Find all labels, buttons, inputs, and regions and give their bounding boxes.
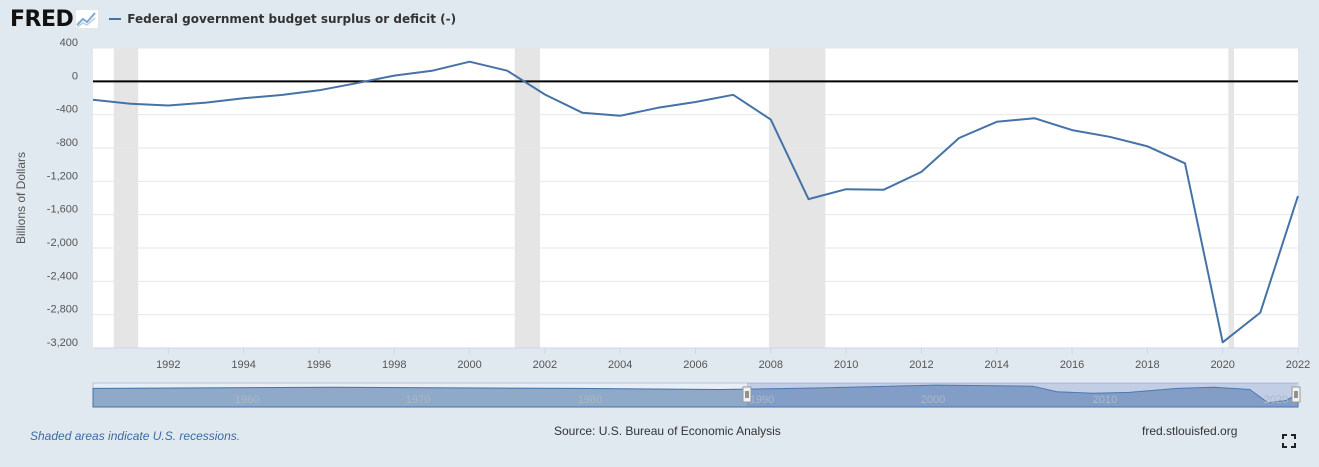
- x-tick-label: 1998: [382, 359, 406, 371]
- navigator-selection[interactable]: [747, 383, 1297, 407]
- navigator-labels: 1960 1970 1980 1990 2000 2010 2020: [235, 394, 1288, 406]
- navigator-handle-right[interactable]: [1291, 386, 1301, 403]
- y-tick-label: -800: [56, 137, 78, 149]
- x-tick-label: 2002: [533, 359, 557, 371]
- navigator-label: 1970: [406, 394, 430, 406]
- x-tick-label: 1996: [307, 359, 331, 371]
- y-tick-label: -2,000: [47, 237, 78, 249]
- x-tick-label: 1994: [231, 359, 255, 371]
- y-tick-label: -2,400: [47, 270, 78, 282]
- site-link[interactable]: fred.stlouisfed.org: [1142, 424, 1238, 438]
- recession-band: [514, 48, 540, 348]
- x-tick-label: 2010: [834, 359, 858, 371]
- series-points: [92, 61, 1299, 343]
- navigator-label: 1960: [235, 394, 259, 406]
- x-tick-label: 1992: [156, 359, 180, 371]
- y-tick-label: -3,200: [47, 337, 78, 349]
- x-tick-label: 2012: [909, 359, 933, 371]
- y-tick-label: -400: [56, 104, 78, 116]
- handle-body[interactable]: [742, 386, 752, 403]
- legend-series-line: [109, 18, 122, 20]
- y-axis-label: Billions of Dollars: [14, 152, 28, 244]
- x-tick-label: 2014: [985, 359, 1009, 371]
- x-tick-label: 2000: [457, 359, 481, 371]
- navigator-label: 1990: [750, 394, 774, 406]
- navigator-label: 2000: [921, 394, 945, 406]
- y-tick-labels: 400 0 -400 -800 -1,200 -1,600 -2,000 -2,400 -2,8…: [47, 37, 78, 349]
- source-text: Source: U.S. Bureau of Economic Analysis: [554, 424, 781, 438]
- x-tick-labels: 1992 1994 1996 1998 2000 2002 2004 2006 2008 2010…: [93, 347, 1310, 371]
- plot-background: [93, 48, 1298, 348]
- y-tick-label: -1,600: [47, 204, 78, 216]
- y-tick-label: -1,200: [47, 170, 78, 182]
- x-tick-label: 2016: [1060, 359, 1084, 371]
- navigator-label: 2020: [1264, 394, 1288, 406]
- navigator-label: 1980: [578, 394, 602, 406]
- legend[interactable]: Federal government budget surplus or def…: [109, 12, 456, 26]
- x-tick-label: 2018: [1135, 359, 1159, 371]
- navigator-handle-left[interactable]: [742, 386, 752, 403]
- x-tick-label: 2004: [608, 359, 632, 371]
- y-tick-label: 400: [60, 37, 78, 49]
- fullscreen-icon[interactable]: [1282, 434, 1296, 448]
- handle-body[interactable]: [1291, 386, 1301, 403]
- fred-chart-icon: [75, 9, 100, 29]
- line-chart: 400 0 -400 -800 -1,200 -1,600 -2,000 -2,400 -2,8…: [14, 37, 1310, 408]
- navigator-area: [92, 384, 1299, 408]
- recession-note: Shaded areas indicate U.S. recessions.: [30, 429, 241, 443]
- navigator-label: 2010: [1093, 394, 1117, 406]
- y-tick-label: -2,800: [47, 304, 78, 316]
- x-tick-label: 2008: [759, 359, 783, 371]
- x-tick-label: 2022: [1286, 359, 1310, 371]
- fred-logo[interactable]: FRED: [10, 6, 74, 32]
- legend-series-label: Federal government budget surplus or def…: [127, 12, 457, 26]
- recession-band: [768, 48, 826, 348]
- range-navigator[interactable]: 1960 1970 1980 1990 2000 2010 2020: [92, 382, 1301, 408]
- recession-band: [113, 48, 139, 348]
- x-tick-label: 2006: [683, 359, 707, 371]
- x-tick-label: 2020: [1210, 359, 1234, 371]
- recession-bands: [113, 48, 1234, 348]
- chart-header: FRED Federal government budget surplus o…: [10, 4, 456, 34]
- y-tick-label: 0: [72, 70, 78, 82]
- recession-band: [1228, 48, 1234, 348]
